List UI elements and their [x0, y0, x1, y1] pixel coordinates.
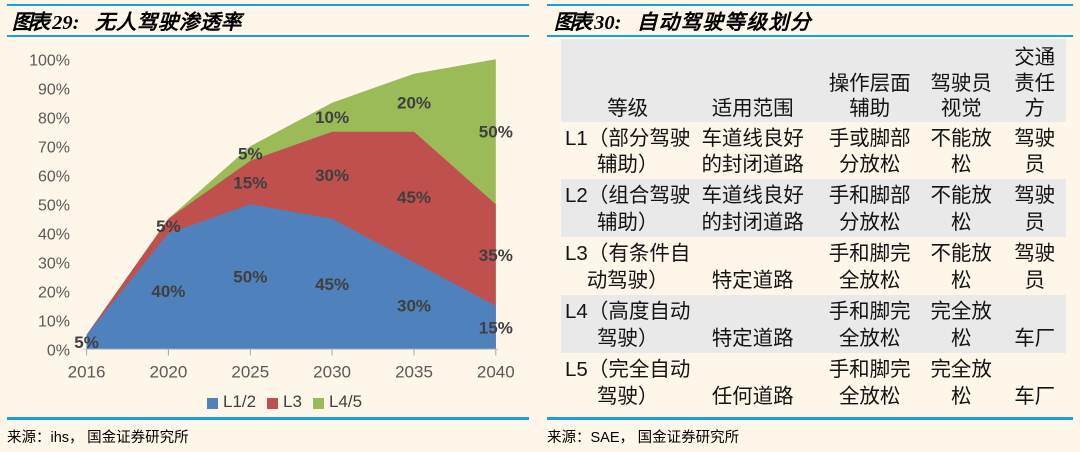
svg-text:40%: 40% — [38, 227, 70, 244]
svg-text:45%: 45% — [397, 188, 431, 207]
svg-text:30%: 30% — [38, 256, 70, 273]
svg-text:50%: 50% — [479, 123, 513, 142]
svg-text:30%: 30% — [315, 166, 349, 185]
svg-text:40%: 40% — [151, 282, 185, 301]
svg-text:70%: 70% — [38, 140, 70, 157]
svg-text:90%: 90% — [38, 82, 70, 99]
svg-text:2016: 2016 — [68, 363, 106, 382]
svg-text:35%: 35% — [479, 246, 513, 265]
svg-text:10%: 10% — [38, 314, 70, 331]
svg-text:2040: 2040 — [477, 363, 515, 382]
svg-text:100%: 100% — [29, 53, 70, 70]
svg-text:10%: 10% — [315, 108, 349, 127]
svg-text:5%: 5% — [156, 217, 181, 236]
svg-text:50%: 50% — [38, 198, 70, 215]
svg-text:15%: 15% — [479, 318, 513, 337]
svg-text:2030: 2030 — [313, 363, 351, 382]
svg-text:0%: 0% — [47, 343, 70, 360]
svg-text:5%: 5% — [238, 144, 263, 163]
svg-text:50%: 50% — [233, 268, 267, 287]
svg-text:2035: 2035 — [395, 363, 433, 382]
svg-text:60%: 60% — [38, 169, 70, 186]
svg-text:2025: 2025 — [231, 363, 269, 382]
svg-text:30%: 30% — [397, 297, 431, 316]
svg-text:15%: 15% — [233, 173, 267, 192]
svg-text:2020: 2020 — [149, 363, 187, 382]
svg-text:20%: 20% — [397, 94, 431, 113]
svg-text:20%: 20% — [38, 285, 70, 302]
svg-text:45%: 45% — [315, 275, 349, 294]
svg-text:80%: 80% — [38, 111, 70, 128]
svg-text:5%: 5% — [74, 333, 99, 352]
